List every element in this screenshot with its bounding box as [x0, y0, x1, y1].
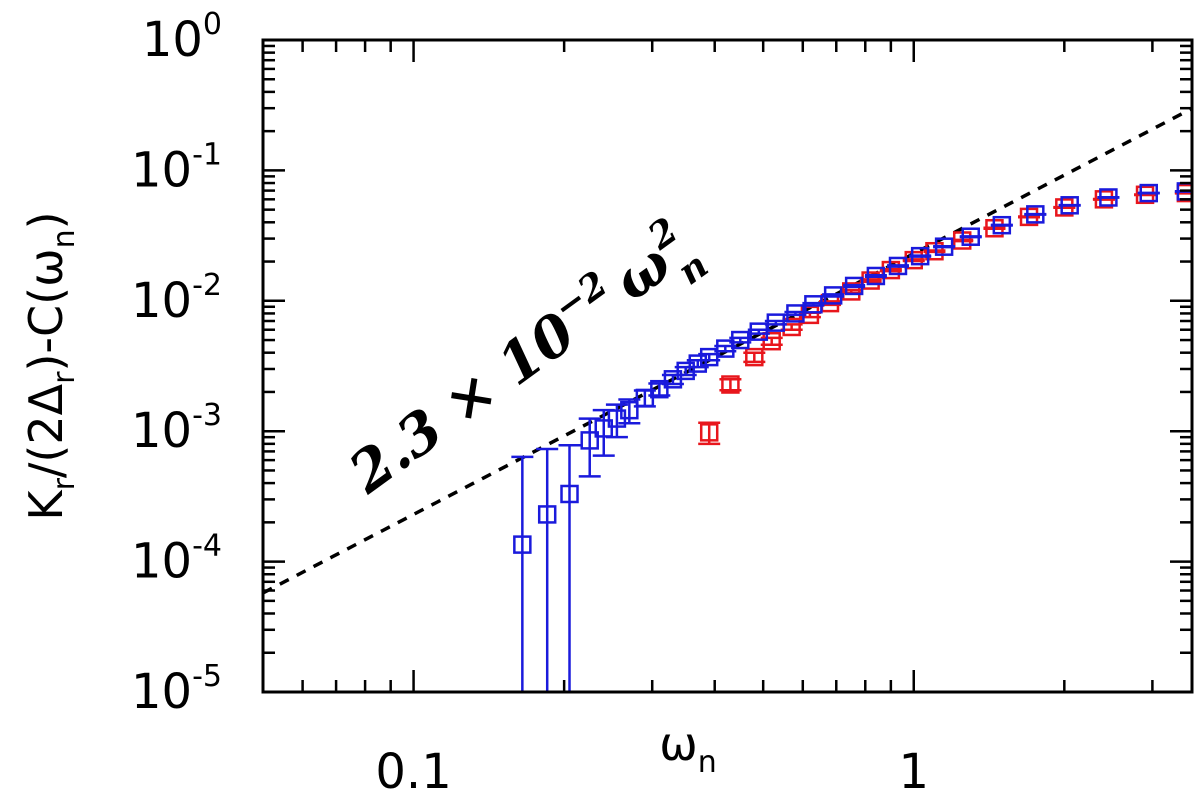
square-marker: [699, 423, 719, 442]
square-marker: [992, 215, 1012, 235]
square-marker: [844, 276, 864, 296]
data-point: [698, 421, 721, 446]
plot-area: [263, 106, 1192, 692]
plot-frame: [261, 38, 1194, 694]
data-point: [686, 354, 709, 373]
square-marker: [745, 347, 764, 367]
data-point: [743, 347, 766, 367]
square-marker: [560, 484, 579, 504]
data-point: [1024, 205, 1047, 224]
data-point: [536, 447, 559, 692]
square-marker: [910, 246, 930, 266]
data-point: [605, 403, 628, 439]
square-marker: [925, 241, 944, 261]
y-tick-label: 10-2: [131, 268, 222, 329]
square-marker: [766, 313, 786, 332]
fit-line: [263, 106, 1192, 595]
data-point: [1092, 190, 1115, 209]
y-axis-label: Kr/(2Δr)-C(ωn): [19, 211, 82, 520]
square-marker: [1060, 196, 1079, 215]
y-tick-label: 10-3: [131, 398, 222, 459]
square-marker: [620, 400, 639, 420]
data-point: [1053, 198, 1076, 217]
ticks-layer: [261, 38, 1192, 694]
square-marker: [842, 282, 861, 301]
square-marker: [1135, 185, 1155, 205]
data-point: [764, 313, 787, 332]
data-point: [714, 339, 737, 358]
data-point: [1134, 185, 1157, 205]
data-point: [802, 295, 825, 314]
data-point: [719, 375, 742, 394]
data-point: [1018, 207, 1041, 227]
square-marker: [513, 535, 532, 554]
square-marker: [650, 379, 669, 399]
data-point: [578, 417, 601, 478]
square-marker: [731, 330, 750, 350]
y-tick-label: 10-4: [131, 529, 222, 590]
data-point: [747, 322, 770, 341]
square-marker: [804, 295, 823, 314]
series-1: [511, 182, 1192, 692]
data-point: [592, 408, 615, 457]
square-marker: [1099, 188, 1118, 207]
y-tick-label: 10-1: [131, 137, 222, 198]
square-marker: [762, 331, 781, 351]
data-point: [784, 304, 807, 323]
square-marker: [934, 237, 954, 256]
square-marker: [537, 505, 557, 524]
tick-labels-layer: 0.1 1 100 10-1 10-2 10-3 10-4 10-5: [131, 7, 929, 800]
data-point: [990, 215, 1013, 235]
x-axis-label: ωn: [659, 717, 717, 780]
data-point: [1097, 188, 1120, 207]
square-marker: [688, 354, 708, 373]
data-point: [864, 266, 887, 286]
square-marker: [1139, 183, 1158, 203]
series-layer: [511, 182, 1192, 692]
square-marker: [721, 375, 740, 394]
square-marker: [888, 256, 908, 276]
data-point: [760, 331, 783, 351]
x-tick-label: 1: [898, 744, 929, 800]
square-marker: [594, 419, 613, 438]
data-point: [959, 227, 982, 246]
data-point: [933, 237, 956, 256]
square-marker: [823, 286, 843, 305]
data-point: [511, 455, 534, 692]
square-marker: [961, 227, 980, 246]
data-point: [843, 276, 866, 296]
data-point: [909, 246, 932, 266]
y-tick-label: 100: [142, 7, 222, 68]
square-marker: [1055, 198, 1074, 217]
data-point: [1058, 196, 1081, 215]
data-point: [1137, 183, 1160, 203]
x-tick-label: 0.1: [375, 744, 451, 800]
square-marker: [1019, 207, 1039, 227]
data-point: [886, 256, 909, 276]
data-point: [822, 286, 845, 305]
data-point: [729, 330, 752, 350]
fit-line-layer: [263, 106, 1192, 595]
square-marker: [1094, 190, 1114, 209]
data-point: [633, 388, 656, 408]
square-marker: [1026, 205, 1045, 224]
square-marker: [580, 431, 599, 450]
square-marker: [866, 266, 886, 286]
data-point: [558, 444, 581, 692]
y-tick-label: 10-5: [131, 659, 222, 720]
square-marker: [786, 304, 805, 323]
